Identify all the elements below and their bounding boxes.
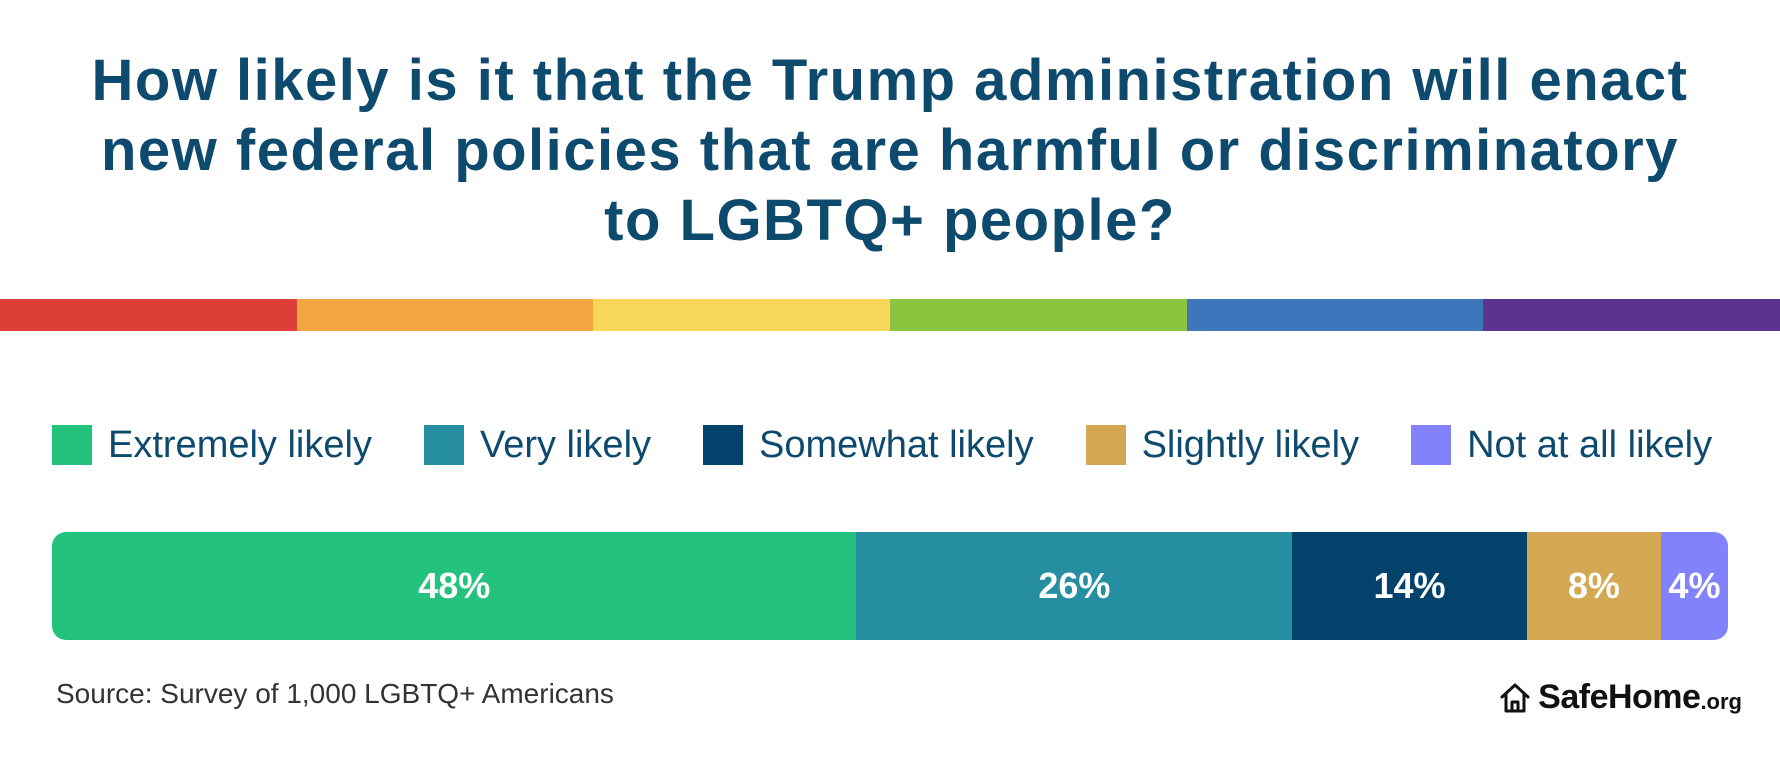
logo-suffix: .org: [1700, 688, 1742, 714]
legend-swatch: [423, 425, 464, 465]
legend-item: Slightly likely: [1085, 423, 1360, 467]
rainbow-stripe: [296, 299, 594, 331]
legend-swatch: [1085, 425, 1126, 465]
bar-segment: 26%: [856, 532, 1293, 640]
safehome-logo: SafeHome .org: [1498, 678, 1742, 717]
title-line: How likely is it that the Trump administ…: [91, 48, 1689, 113]
logo-text: SafeHome: [1538, 678, 1701, 716]
bar-segment: 4%: [1660, 532, 1728, 640]
title-line: to LGBTQ+ people?: [604, 188, 1176, 253]
rainbow-stripe: [0, 299, 297, 331]
legend-item: Very likely: [423, 423, 652, 467]
rainbow-stripe: [593, 299, 891, 331]
rainbow-stripe: [1186, 299, 1484, 331]
legend-swatch: [52, 425, 92, 465]
legend-label: Slightly likely: [1141, 423, 1360, 466]
rainbow-divider: [0, 299, 1780, 331]
data-label: 14%: [1373, 565, 1446, 606]
legend-item: Extremely likely: [52, 424, 372, 467]
rainbow-stripe: [890, 299, 1187, 331]
bar-segment: 8%: [1526, 532, 1661, 640]
data-label: 48%: [418, 565, 491, 606]
legend-swatch: [1411, 425, 1452, 465]
legend-label: Not at all likely: [1467, 423, 1713, 466]
data-label: 8%: [1567, 565, 1620, 606]
source-note: Source: Survey of 1,000 LGBTQ+ Americans: [56, 678, 614, 709]
house-icon: [1500, 683, 1530, 712]
bar-segment: 14%: [1292, 532, 1527, 640]
legend-label: Somewhat likely: [759, 423, 1034, 466]
rainbow-stripe: [1483, 299, 1780, 331]
chart-legend: Extremely likely Very likely Somewhat like…: [52, 420, 1712, 470]
bar-segment: 48%: [52, 532, 857, 640]
data-label: 26%: [1038, 565, 1111, 606]
legend-label: Extremely likely: [108, 423, 372, 466]
legend-item: Not at all likely: [1411, 424, 1712, 467]
legend-swatch: [703, 425, 744, 465]
chart-title: How likely is it that the Trump administ…: [40, 46, 1740, 256]
legend-label: Very likely: [479, 423, 652, 466]
legend-item: Somewhat likely: [703, 424, 1034, 467]
title-line: new federal policies that are harmful or…: [100, 118, 1680, 183]
data-label: 4%: [1668, 565, 1721, 606]
stacked-bar: 48% 26% 14% 8% 4%: [52, 532, 1728, 640]
